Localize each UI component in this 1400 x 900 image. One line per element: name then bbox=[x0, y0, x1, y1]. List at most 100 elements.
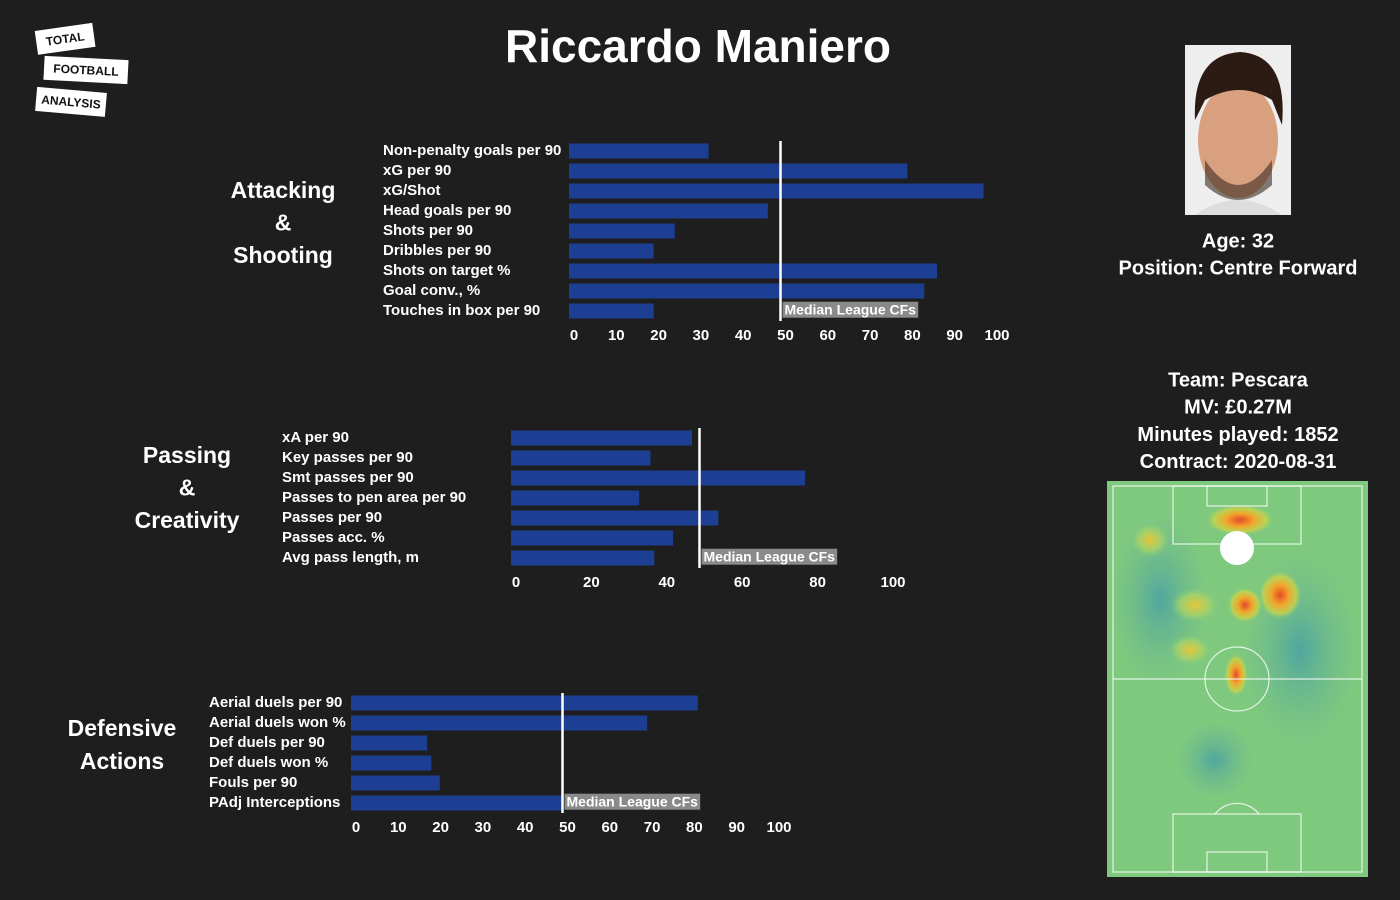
heat-area bbox=[1168, 634, 1212, 666]
category-label: PAdj Interceptions bbox=[209, 794, 340, 811]
logo-text: ANALYSIS bbox=[41, 93, 102, 112]
section-title: Shooting bbox=[233, 242, 333, 268]
x-tick-label: 50 bbox=[777, 327, 794, 344]
logo-box bbox=[34, 22, 96, 55]
bar bbox=[569, 163, 908, 179]
x-tick-label: 0 bbox=[352, 819, 360, 836]
x-tick-label: 40 bbox=[658, 574, 675, 591]
category-label: Aerial duels won % bbox=[209, 714, 346, 731]
x-tick-label: 50 bbox=[559, 819, 576, 836]
median-label: Median League CFs bbox=[704, 549, 836, 565]
x-tick-label: 40 bbox=[517, 819, 534, 836]
section-title: & bbox=[179, 475, 196, 501]
heat-area bbox=[1205, 504, 1275, 536]
median-label-background bbox=[701, 548, 838, 565]
bar bbox=[351, 695, 698, 711]
bar bbox=[351, 755, 432, 771]
heatmap-pitch bbox=[1107, 481, 1368, 877]
bar bbox=[351, 735, 428, 751]
bar bbox=[569, 283, 925, 299]
bar bbox=[351, 795, 563, 811]
player-info: Age: 32 bbox=[1202, 230, 1274, 252]
x-tick-label: 80 bbox=[686, 819, 703, 836]
player-info: Minutes played: 1852 bbox=[1137, 424, 1338, 446]
page-title: Riccardo Maniero bbox=[505, 20, 891, 72]
x-tick-label: 30 bbox=[475, 819, 492, 836]
bar bbox=[569, 223, 675, 239]
category-label: Dribbles per 90 bbox=[383, 242, 491, 259]
beard bbox=[1205, 160, 1272, 200]
heat-area bbox=[1224, 653, 1248, 697]
player-photo bbox=[1185, 45, 1291, 215]
median-label-background bbox=[564, 793, 701, 810]
heat-area bbox=[1240, 550, 1360, 750]
x-tick-label: 20 bbox=[650, 327, 667, 344]
category-label: Passes to pen area per 90 bbox=[282, 489, 466, 506]
x-tick-label: 20 bbox=[583, 574, 600, 591]
bar bbox=[511, 470, 806, 486]
x-tick-label: 100 bbox=[880, 574, 905, 591]
median-label: Median League CFs bbox=[567, 794, 699, 810]
x-tick-label: 20 bbox=[432, 819, 449, 836]
bar bbox=[511, 450, 651, 466]
x-tick-label: 10 bbox=[390, 819, 407, 836]
x-tick-label: 100 bbox=[984, 327, 1009, 344]
section-title: Creativity bbox=[135, 507, 240, 533]
logo: TOTAL FOOTBALL ANALYSIS bbox=[34, 22, 129, 117]
category-label: Avg pass length, m bbox=[282, 549, 419, 566]
bar bbox=[569, 183, 984, 199]
logo-text: TOTAL bbox=[45, 29, 85, 48]
category-label: Touches in box per 90 bbox=[383, 302, 540, 319]
bar bbox=[511, 430, 692, 446]
category-label: xG/Shot bbox=[383, 182, 441, 199]
category-label: Def duels per 90 bbox=[209, 734, 325, 751]
category-label: Goal conv., % bbox=[383, 282, 480, 299]
player-info: MV: £0.27M bbox=[1184, 397, 1292, 419]
category-label: xG per 90 bbox=[383, 162, 451, 179]
x-tick-label: 10 bbox=[608, 327, 625, 344]
player-info: Contract: 2020-08-31 bbox=[1140, 451, 1337, 473]
category-label: Passes acc. % bbox=[282, 529, 385, 546]
collar bbox=[1195, 200, 1282, 215]
x-tick-label: 100 bbox=[766, 819, 791, 836]
x-tick-label: 60 bbox=[819, 327, 836, 344]
category-label: Def duels won % bbox=[209, 754, 328, 771]
heat-area bbox=[1227, 587, 1263, 623]
logo-box bbox=[43, 55, 129, 85]
category-label: Passes per 90 bbox=[282, 509, 382, 526]
section-title: Attacking bbox=[231, 177, 336, 203]
bar bbox=[569, 203, 768, 219]
bar bbox=[511, 490, 640, 506]
face bbox=[1198, 82, 1278, 198]
heat-area bbox=[1170, 587, 1220, 623]
x-tick-label: 70 bbox=[644, 819, 661, 836]
bar bbox=[351, 715, 648, 731]
x-tick-label: 90 bbox=[728, 819, 745, 836]
x-tick-label: 0 bbox=[570, 327, 578, 344]
x-tick-label: 0 bbox=[512, 574, 520, 591]
section-title: Defensive bbox=[68, 715, 177, 741]
bar bbox=[511, 510, 719, 526]
x-tick-label: 80 bbox=[809, 574, 826, 591]
heat-area bbox=[1258, 570, 1302, 620]
bar bbox=[569, 303, 654, 319]
category-label: Shots on target % bbox=[383, 262, 511, 279]
category-label: Non-penalty goals per 90 bbox=[383, 142, 561, 159]
ball-marker bbox=[1220, 531, 1254, 565]
logo-box bbox=[35, 86, 107, 117]
bar bbox=[511, 530, 674, 546]
x-tick-label: 60 bbox=[601, 819, 618, 836]
bar bbox=[351, 775, 440, 791]
hair bbox=[1194, 52, 1283, 125]
x-tick-label: 90 bbox=[946, 327, 963, 344]
x-tick-label: 70 bbox=[862, 327, 879, 344]
logo-text: FOOTBALL bbox=[53, 61, 119, 78]
category-label: Smt passes per 90 bbox=[282, 469, 414, 486]
section-title: Passing bbox=[143, 442, 231, 468]
x-tick-label: 30 bbox=[693, 327, 710, 344]
category-label: xA per 90 bbox=[282, 429, 349, 446]
bar bbox=[511, 550, 655, 566]
x-tick-label: 60 bbox=[734, 574, 751, 591]
x-tick-label: 40 bbox=[735, 327, 752, 344]
